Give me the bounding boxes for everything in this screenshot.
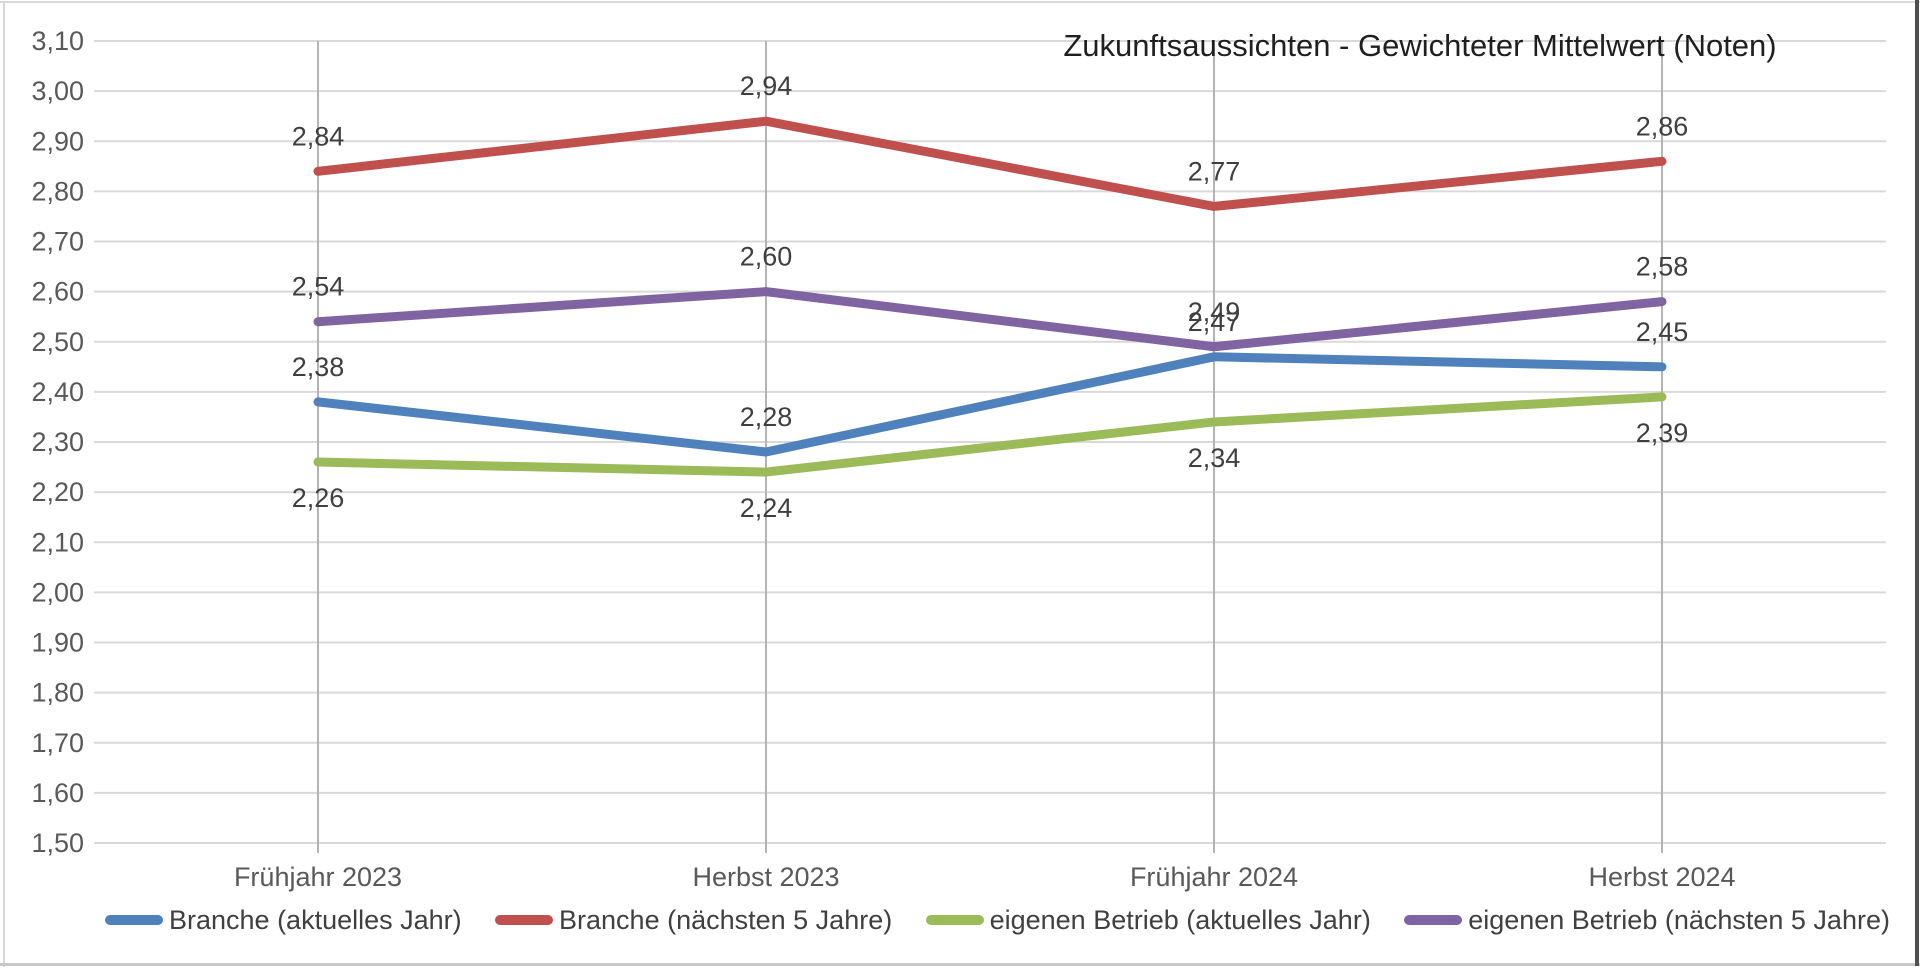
series-line xyxy=(313,287,1667,352)
data-label: 2,84 xyxy=(292,121,345,151)
frame-border-top xyxy=(0,1,1920,3)
data-label: 2,54 xyxy=(292,272,345,302)
chart-legend: Branche (aktuelles Jahr) Branche (nächst… xyxy=(105,898,1890,942)
data-label: 2,34 xyxy=(1188,443,1241,473)
legend-item-branche-aktuelles-jahr: Branche (aktuelles Jahr) xyxy=(105,905,462,936)
data-label: 2,60 xyxy=(740,242,793,272)
series-line xyxy=(313,392,1667,477)
legend-swatch-green xyxy=(925,915,984,925)
legend-swatch-purple xyxy=(1404,915,1463,925)
y-axis-tick-label: 2,70 xyxy=(31,227,84,257)
y-axis-tick-label: 2,40 xyxy=(31,377,84,407)
x-axis-category-label: Frühjahr 2024 xyxy=(1130,862,1298,892)
data-label: 2,58 xyxy=(1636,252,1689,282)
y-axis-tick-label: 3,00 xyxy=(31,76,84,106)
y-axis-tick-label: 2,20 xyxy=(31,477,84,507)
x-axis-category-label: Herbst 2024 xyxy=(1588,862,1735,892)
y-axis-tick-label: 3,10 xyxy=(31,26,84,56)
data-label: 2,86 xyxy=(1636,111,1689,141)
legend-item-eigenen-betrieb-aktuelles-jahr: eigenen Betrieb (aktuelles Jahr) xyxy=(925,904,1371,936)
data-label: 2,26 xyxy=(292,483,345,513)
series-line xyxy=(313,116,1667,211)
y-axis-tick-label: 2,50 xyxy=(31,327,84,357)
legend-item-eigenen-betrieb-naechsten-5-jahre: eigenen Betrieb (nächsten 5 Jahre) xyxy=(1404,905,1890,936)
frame-border-right xyxy=(1915,0,1919,966)
legend-label: Branche (nächsten 5 Jahre) xyxy=(559,904,893,935)
frame-border-left xyxy=(3,1,5,967)
data-label: 2,77 xyxy=(1188,156,1241,186)
data-label: 2,24 xyxy=(740,493,793,523)
legend-label: eigenen Betrieb (nächsten 5 Jahre) xyxy=(1468,904,1890,935)
data-label: 2,28 xyxy=(740,402,793,432)
y-axis-tick-label: 2,60 xyxy=(31,277,84,307)
frame-border-bottom xyxy=(0,963,1920,966)
y-axis-tick-label: 1,70 xyxy=(31,728,84,758)
y-axis-tick-label: 2,80 xyxy=(31,176,84,206)
data-label: 2,49 xyxy=(1188,297,1241,327)
legend-item-branche-naechsten-5-jahre: Branche (nächsten 5 Jahre) xyxy=(495,905,892,936)
y-axis-tick-label: 2,90 xyxy=(31,126,84,156)
data-label: 2,39 xyxy=(1636,418,1689,448)
chart-title: Zukunftsaussichten - Gewichteter Mittelw… xyxy=(1063,28,1777,63)
y-axis-tick-label: 1,60 xyxy=(31,778,84,808)
x-axis-category-label: Herbst 2023 xyxy=(692,862,839,892)
x-axis-category-label: Frühjahr 2023 xyxy=(234,862,402,892)
data-label: 2,94 xyxy=(740,71,793,101)
legend-swatch-blue xyxy=(105,915,163,925)
data-label: 2,45 xyxy=(1636,317,1689,347)
data-label: 2,38 xyxy=(292,352,345,382)
y-axis-tick-label: 2,00 xyxy=(31,577,84,607)
data-label: 2,47 xyxy=(1188,307,1241,337)
y-axis-tick-label: 2,10 xyxy=(31,527,84,557)
y-axis-tick-label: 2,30 xyxy=(31,427,84,457)
legend-swatch-red xyxy=(495,915,554,925)
y-axis-tick-label: 1,80 xyxy=(31,678,84,708)
y-axis-tick-label: 1,90 xyxy=(31,628,84,658)
series-line xyxy=(313,352,1667,457)
legend-label: eigenen Betrieb (aktuelles Jahr) xyxy=(989,904,1371,935)
legend-label: Branche (aktuelles Jahr) xyxy=(169,904,462,935)
y-axis-tick-label: 1,50 xyxy=(31,828,84,858)
